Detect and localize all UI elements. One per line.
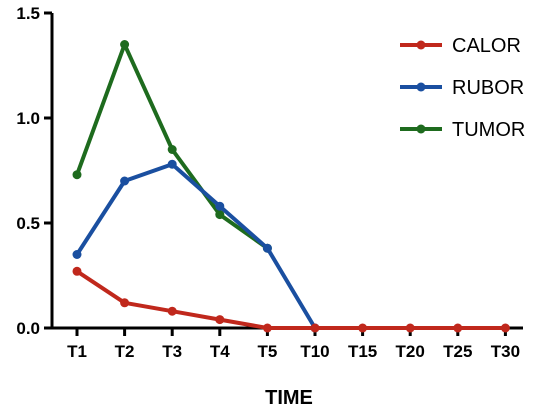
data-point-tumor <box>215 210 225 220</box>
y-tick-label: 1.0 <box>16 109 40 128</box>
x-tick-label: T1 <box>67 342 87 361</box>
x-tick-label: T20 <box>396 342 425 361</box>
data-point-calor <box>500 323 510 333</box>
data-point-calor <box>262 323 272 333</box>
legend-label-tumor: TUMOR <box>452 119 525 141</box>
legend-item-tumor: TUMOR <box>400 119 525 141</box>
series-rubor <box>72 159 320 333</box>
data-point-calor <box>453 323 463 333</box>
data-point-calor <box>310 323 320 333</box>
x-tick-label: T25 <box>443 342 472 361</box>
legend-item-calor: CALOR <box>400 35 521 57</box>
series-layer <box>72 40 510 333</box>
x-tick-label: T10 <box>300 342 329 361</box>
y-tick-label: 0.5 <box>16 214 40 233</box>
legend: CALOR RUBOR TUMOR <box>400 35 525 141</box>
legend-item-rubor: RUBOR <box>400 77 524 99</box>
data-point-rubor <box>72 250 82 259</box>
data-point-calor <box>358 323 368 333</box>
x-tick-label: T5 <box>257 342 277 361</box>
series-calor <box>72 266 510 333</box>
data-point-tumor <box>167 145 177 154</box>
y-axis: 0.0 0.5 1.0 1.5 <box>16 4 54 338</box>
data-point-tumor <box>120 40 130 49</box>
data-point-rubor <box>120 176 130 186</box>
data-point-calor <box>405 323 415 333</box>
data-point-rubor <box>167 159 177 169</box>
data-point-rubor <box>262 243 272 253</box>
data-point-tumor <box>72 170 82 180</box>
x-tick-label: T3 <box>162 342 182 361</box>
legend-marker-tumor <box>416 124 426 134</box>
series-tumor <box>72 40 272 253</box>
x-tick-label: T2 <box>115 342 135 361</box>
y-tick-label: 0.0 <box>16 319 40 338</box>
legend-marker-calor <box>416 40 426 50</box>
x-tick-label: T4 <box>210 342 230 361</box>
legend-label-calor: CALOR <box>452 35 521 57</box>
x-tick-label: T15 <box>348 342 377 361</box>
y-tick-label: 1.5 <box>16 4 40 23</box>
data-point-calor <box>167 306 177 316</box>
legend-label-rubor: RUBOR <box>452 77 524 99</box>
data-point-calor <box>215 315 225 325</box>
x-axis-title: TIME <box>265 387 313 409</box>
data-point-calor <box>72 266 82 276</box>
series-line-calor <box>75 269 506 330</box>
series-line-rubor <box>75 162 317 330</box>
data-point-rubor <box>215 201 225 211</box>
legend-marker-rubor <box>416 82 426 92</box>
data-point-calor <box>120 298 130 308</box>
x-tick-label: T30 <box>491 342 520 361</box>
x-axis: T1 T2 T3 T4 T5 T10 T15 T20 T25 T30 <box>50 326 523 361</box>
